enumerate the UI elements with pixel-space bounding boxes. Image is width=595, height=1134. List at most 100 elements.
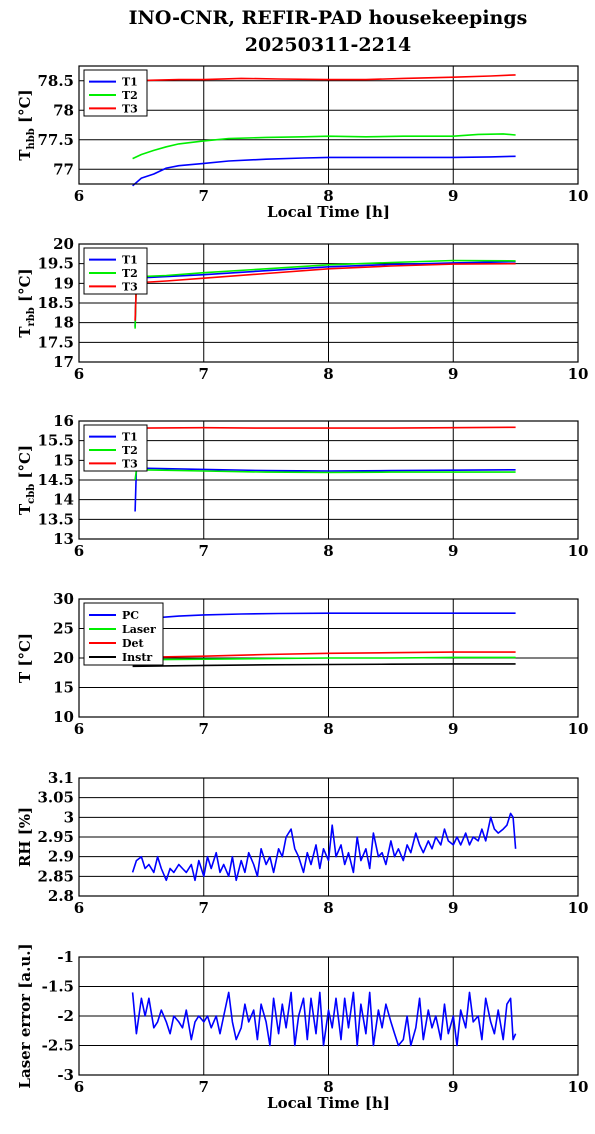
axes-frame: [78, 420, 579, 540]
y-tick-label: 2.95: [37, 828, 74, 846]
legend-entry: Laser: [122, 623, 156, 636]
legend-entry: PC: [122, 609, 139, 622]
y-tick-label: 18: [53, 314, 74, 332]
x-tick-label: 7: [199, 1078, 209, 1096]
axes-frame: [78, 65, 579, 185]
series-line-det: [132, 651, 516, 659]
x-tick-label: 7: [199, 542, 209, 560]
series-line-data: [131, 991, 517, 1047]
x-tick-label: 6: [74, 187, 84, 205]
y-axis-label: Tcbb [°C]: [16, 445, 37, 515]
x-tick-label: 10: [568, 365, 589, 383]
x-tick-label: 8: [323, 720, 333, 738]
x-tick-label: 8: [323, 365, 333, 383]
y-axis-label: Trbb [°C]: [16, 268, 37, 337]
panel-5: 6 7 8 9 10 2.8 2.852.9 2.95 33.05 3.1 RH [%]: [16, 769, 588, 917]
x-tick-label: 9: [448, 899, 458, 917]
y-axis-label-main: RH [%]: [16, 807, 34, 867]
x-tick-label: 6: [74, 720, 84, 738]
y-tick-label: 13.5: [37, 510, 74, 528]
y-tick-label: 78: [53, 101, 74, 119]
figure-title: INO-CNR, REFIR-PAD housekeepings: [129, 7, 528, 29]
y-tick-label: 3.1: [48, 769, 74, 787]
x-tick-label: 10: [568, 1078, 589, 1096]
y-tick-label: 3.05: [37, 789, 74, 807]
legend-entry: T1: [122, 76, 138, 89]
y-axis-label-unit: [°C]: [16, 445, 34, 484]
x-tick-label: 7: [199, 899, 209, 917]
x-tick-label: 8: [323, 1078, 333, 1096]
series-line-instr: [132, 663, 516, 668]
series-line-t2: [132, 133, 516, 160]
legend-entry: T2: [122, 89, 138, 102]
y-tick-label: 30: [53, 590, 74, 608]
x-tick-label: 6: [74, 365, 84, 383]
y-tick-label: 78.5: [37, 72, 74, 90]
y-axis-label: Laser error [a.u.]: [16, 943, 34, 1088]
y-tick-label: 17.5: [37, 333, 74, 351]
x-tick-label: 8: [323, 899, 333, 917]
x-tick-label: 9: [448, 365, 458, 383]
y-tick-label: 15: [53, 679, 74, 697]
y-tick-label: 2.9: [48, 848, 74, 866]
legend-box: [83, 602, 164, 666]
y-axis-label-main: Laser error [a.u.]: [16, 943, 34, 1088]
x-tick-label: 10: [568, 542, 589, 560]
y-axis-label-main: T: [16, 149, 34, 161]
panel-6: 6 7 8 9 10 -3 -2.5 -2 -1.5 -1 Local Time [h] Laser …: [16, 943, 588, 1112]
y-tick-label: 14.5: [37, 471, 74, 489]
y-axis-label-unit: [°C]: [16, 89, 34, 128]
y-axis-label-subscript: rbb: [26, 307, 37, 326]
series-line-data: [131, 812, 517, 882]
y-axis-label-main: T: [16, 326, 34, 338]
legend-entry: Instr: [122, 651, 152, 664]
y-axis-label: Thbb [°C]: [16, 89, 37, 160]
y-tick-label: -2.5: [42, 1037, 74, 1055]
series-line-t3: [135, 426, 516, 429]
y-tick-label: 17: [53, 353, 74, 371]
series-line-t3: [132, 74, 516, 82]
x-axis-label: Local Time [h]: [267, 1094, 390, 1112]
x-tick-label: 9: [448, 720, 458, 738]
x-tick-label: 10: [568, 187, 589, 205]
legend-entry: T3: [122, 457, 138, 470]
y-axis-label: RH [%]: [16, 807, 34, 867]
legend-entry: Det: [122, 637, 145, 650]
y-tick-label: 2.8: [48, 887, 74, 905]
axes-frame: [78, 777, 579, 897]
y-axis-label-unit: [°C]: [16, 268, 34, 307]
x-tick-label: 8: [323, 542, 333, 560]
x-tick-label: 9: [448, 1078, 458, 1096]
y-tick-label: 77: [53, 160, 74, 178]
y-axis-label-main: T: [16, 503, 34, 515]
x-tick-label: 10: [568, 899, 589, 917]
y-axis-label-subscript: cbb: [26, 484, 37, 504]
x-tick-label: 9: [448, 542, 458, 560]
y-tick-label: 25: [53, 620, 74, 638]
y-tick-label: 20: [53, 649, 74, 667]
y-tick-label: 13: [53, 530, 74, 548]
y-tick-label: 18.5: [37, 294, 74, 312]
x-tick-label: 10: [568, 720, 589, 738]
x-tick-label: 8: [323, 187, 333, 205]
y-tick-label: -3: [57, 1066, 74, 1084]
y-tick-label: 20: [53, 235, 74, 253]
y-axis-label-main: T [°C]: [16, 633, 34, 683]
y-tick-label: 2.85: [37, 867, 74, 885]
x-tick-label: 6: [74, 542, 84, 560]
y-tick-label: 19: [53, 274, 74, 292]
legend-entry: T2: [122, 444, 138, 457]
axes-frame: [78, 956, 579, 1076]
y-tick-label: 15: [53, 451, 74, 469]
x-tick-label: 6: [74, 899, 84, 917]
